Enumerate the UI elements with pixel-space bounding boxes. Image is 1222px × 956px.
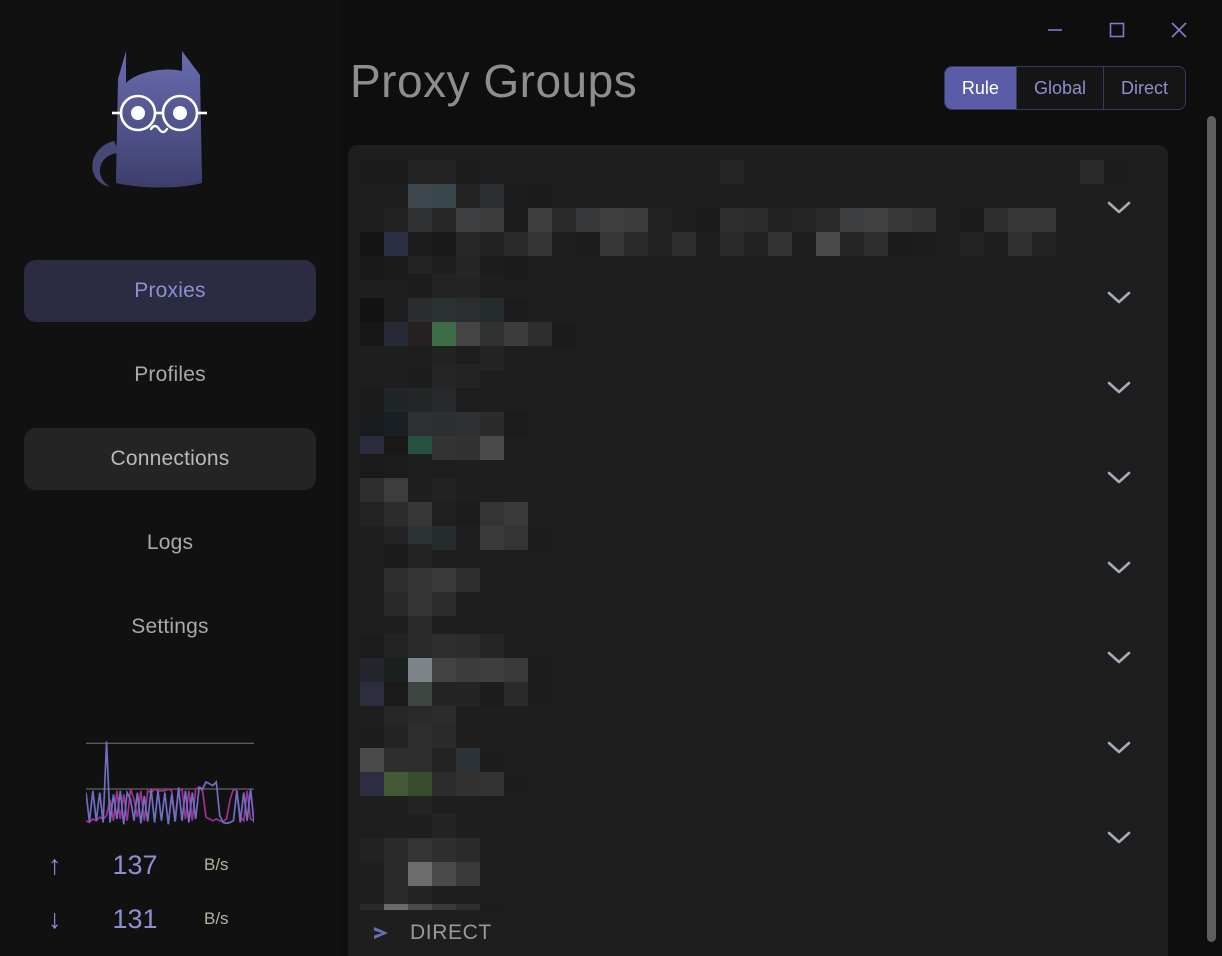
proxy-group-row[interactable] (348, 606, 1168, 730)
chevron-down-icon[interactable] (1106, 200, 1132, 216)
proxy-group-row[interactable] (348, 516, 1168, 640)
sidebar: Proxies Profiles Connections Logs Settin… (0, 0, 340, 956)
vertical-scrollbar[interactable] (1207, 116, 1216, 946)
chart-series-upload (86, 741, 254, 825)
sidebar-item-logs[interactable]: Logs (24, 512, 316, 574)
play-arrow-icon (372, 925, 394, 941)
mode-button-rule[interactable]: Rule (944, 67, 1017, 109)
mode-label: Rule (961, 77, 999, 98)
mode-button-direct[interactable]: Direct (1103, 67, 1185, 109)
upload-unit: B/s (204, 855, 229, 874)
chevron-down-icon[interactable] (1106, 290, 1132, 306)
window-controls (1034, 10, 1200, 50)
close-icon[interactable] (1158, 10, 1200, 50)
chevron-down-icon[interactable] (1106, 560, 1132, 576)
sidebar-item-connections[interactable]: Connections (24, 428, 316, 490)
sidebar-item-label: Logs (146, 531, 194, 554)
chart-gridlines (86, 742, 254, 790)
chevron-down-icon[interactable] (1106, 740, 1132, 756)
sidebar-item-label: Profiles (134, 363, 206, 386)
proxy-item-direct[interactable]: DIRECT (348, 910, 1168, 956)
download-unit: B/s (204, 909, 229, 928)
mode-label: Direct (1120, 77, 1168, 98)
proxy-group-row[interactable] (348, 156, 1168, 280)
proxy-item-label: DIRECT (410, 921, 492, 944)
chart-series-download (86, 786, 254, 824)
sidebar-item-proxies[interactable]: Proxies (24, 260, 316, 322)
proxy-group-row[interactable] (348, 336, 1168, 460)
proxy-group-row[interactable] (348, 696, 1168, 820)
sidebar-item-profiles[interactable]: Profiles (24, 344, 316, 406)
download-value: 131 (112, 903, 158, 934)
sidebar-item-label: Settings (131, 615, 209, 638)
clash-cat-logo-icon (92, 51, 207, 188)
mode-button-global[interactable]: Global (1016, 67, 1104, 109)
sidebar-item-settings[interactable]: Settings (24, 596, 316, 658)
proxy-group-row[interactable] (348, 426, 1168, 550)
proxy-group-list (348, 145, 1168, 956)
traffic-chart (86, 738, 254, 826)
traffic-widget: ↑ 137 B/s ↓ 131 B/s (0, 738, 340, 946)
upload-value: 137 (112, 849, 158, 880)
proxy-group-row[interactable] (348, 246, 1168, 370)
chevron-down-icon[interactable] (1106, 650, 1132, 666)
upload-arrow-icon: ↑ (48, 849, 62, 880)
maximize-icon[interactable] (1096, 10, 1138, 50)
chevron-down-icon[interactable] (1106, 380, 1132, 396)
chevron-down-icon[interactable] (1106, 470, 1132, 486)
proxy-group-row[interactable] (348, 786, 1168, 910)
main-area: Proxy Groups Rule Global Direct DIRECT (340, 0, 1222, 956)
sidebar-nav: Proxies Profiles Connections Logs Settin… (0, 260, 340, 658)
minimize-icon[interactable] (1034, 10, 1076, 50)
proxy-groups-panel: DIRECT (348, 145, 1168, 956)
sidebar-item-label: Connections (110, 447, 230, 470)
mode-label: Global (1033, 77, 1086, 98)
proxy-mode-switch: Rule Global Direct (943, 66, 1186, 110)
download-stat: ↓ 131 B/s (40, 892, 300, 946)
traffic-chart-svg (86, 741, 254, 825)
app-logo (0, 0, 340, 250)
chevron-down-icon[interactable] (1106, 830, 1132, 846)
sidebar-item-label: Proxies (134, 279, 206, 302)
download-arrow-icon: ↓ (48, 903, 62, 934)
upload-stat: ↑ 137 B/s (40, 838, 300, 892)
scrollbar-thumb[interactable] (1207, 116, 1216, 942)
page-title: Proxy Groups (350, 55, 638, 107)
